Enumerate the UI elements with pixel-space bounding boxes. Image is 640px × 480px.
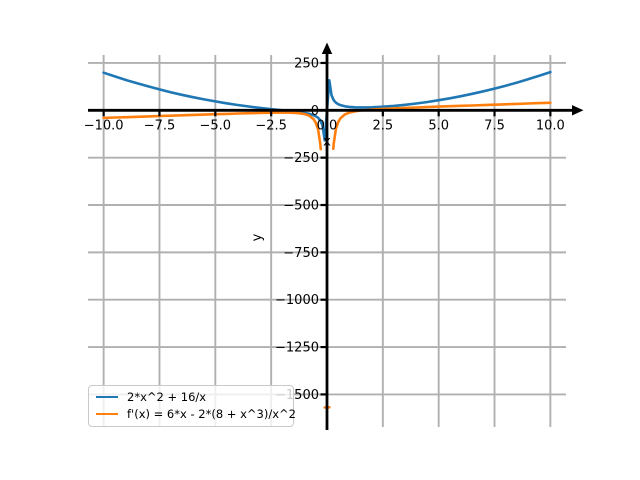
y-axis-arrow-icon	[321, 42, 333, 54]
x-axis-arrow-icon	[572, 105, 584, 116]
legend-item: 2*x^2 + 16/x	[96, 391, 287, 403]
x-tick-label: 0.0	[317, 118, 338, 133]
x-tick-label: 10.0	[536, 118, 565, 133]
y-tick-label: 250	[294, 56, 319, 71]
y-tick-label: −750	[283, 246, 319, 261]
legend-label: f'(x) = 6*x - 2*(8 + x^3)/x^2	[127, 407, 296, 421]
y-tick-label: −250	[283, 151, 319, 166]
y-tick-label: −500	[283, 199, 319, 214]
legend-item: f'(x) = 6*x - 2*(8 + x^3)/x^2	[96, 408, 296, 420]
y-tick-label: −1250	[275, 341, 319, 356]
x-axis-label: x	[323, 134, 331, 149]
y-tick-label: 0	[311, 104, 319, 119]
x-tick-label: 7.5	[484, 118, 505, 133]
x-tick-label: −7.5	[144, 118, 176, 133]
y-axis-label: y	[250, 233, 265, 241]
x-tick-label: −5.0	[200, 118, 232, 133]
legend-line-swatch-orange	[96, 413, 118, 415]
x-tick-label: 5.0	[428, 118, 449, 133]
legend-line-swatch-blue	[96, 396, 118, 398]
x-tick-label: 2.5	[372, 118, 393, 133]
x-tick-label: −2.5	[255, 118, 287, 133]
x-tick-label: −10.0	[84, 118, 124, 133]
legend: 2*x^2 + 16/x f'(x) = 6*x - 2*(8 + x^3)/x…	[88, 385, 296, 427]
legend-label: 2*x^2 + 16/x	[127, 390, 207, 404]
y-tick-label: −1000	[275, 293, 319, 308]
